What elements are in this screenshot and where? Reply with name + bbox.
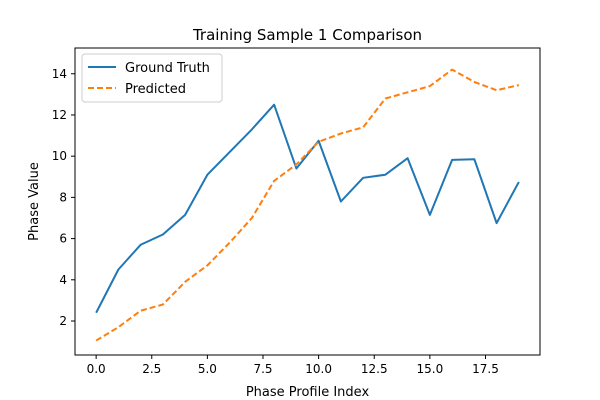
legend-label-ground-truth: Ground Truth	[125, 61, 210, 76]
data-point-ground-truth	[295, 168, 297, 170]
axes-frame	[74, 47, 541, 356]
legend-box	[81, 53, 223, 103]
x-tick-label: 12.5	[361, 362, 388, 376]
y-tick-label: 6	[59, 232, 67, 246]
data-point-ground-truth	[340, 201, 342, 203]
data-point-ground-truth	[206, 174, 208, 176]
y-axis-label: Phase Value	[27, 162, 42, 241]
x-tick-label: 10.0	[305, 362, 332, 376]
x-axis-label: Phase Profile Index	[246, 385, 370, 400]
y-tick-label: 10	[52, 149, 67, 163]
y-tick-label: 2	[59, 314, 67, 328]
data-point-predicted	[95, 340, 97, 342]
y-tick-label: 14	[52, 67, 67, 81]
data-point-ground-truth	[362, 177, 364, 179]
data-point-predicted	[206, 264, 208, 266]
x-axis-ticks: 0.0 2.5 5.0 7.5 10.0 12.5 15.0 17.5	[87, 355, 499, 376]
y-axis-ticks: 2 4 6 8 10 12 14	[52, 67, 75, 328]
data-point-predicted	[117, 326, 119, 328]
data-point-predicted	[407, 91, 409, 93]
data-point-predicted	[340, 133, 342, 135]
x-tick-label: 5.0	[198, 362, 217, 376]
data-point-ground-truth	[518, 181, 520, 183]
series-layer	[95, 68, 520, 342]
data-point-predicted	[473, 81, 475, 83]
data-point-predicted	[518, 84, 520, 86]
data-point-ground-truth	[473, 158, 475, 160]
data-point-ground-truth	[184, 214, 186, 216]
data-point-ground-truth	[229, 151, 231, 153]
data-point-ground-truth	[384, 174, 386, 176]
x-tick-label: 17.5	[472, 362, 499, 376]
data-point-ground-truth	[407, 157, 409, 159]
data-point-predicted	[496, 89, 498, 91]
data-point-ground-truth	[429, 214, 431, 216]
data-point-ground-truth	[117, 268, 119, 270]
data-point-ground-truth	[496, 222, 498, 224]
data-point-predicted	[429, 85, 431, 87]
x-tick-label: 7.5	[253, 362, 272, 376]
data-point-predicted	[295, 163, 297, 165]
data-point-predicted	[318, 141, 320, 143]
data-point-ground-truth	[95, 312, 97, 314]
y-tick-label: 12	[52, 108, 67, 122]
x-tick-label: 15.0	[417, 362, 444, 376]
y-tick-label: 4	[59, 273, 67, 287]
series-line-predicted	[95, 68, 520, 342]
data-point-predicted	[251, 217, 253, 219]
data-point-predicted	[273, 180, 275, 182]
x-tick-label: 2.5	[142, 362, 161, 376]
data-point-predicted	[451, 69, 453, 71]
series-line-ground-truth	[95, 103, 520, 314]
data-point-predicted	[384, 97, 386, 99]
data-point-predicted	[184, 281, 186, 283]
data-point-ground-truth	[451, 159, 453, 161]
data-point-predicted	[162, 304, 164, 306]
data-point-ground-truth	[162, 233, 164, 235]
legend: Ground Truth Predicted	[81, 53, 223, 103]
data-point-ground-truth	[251, 128, 253, 130]
chart-title: Training Sample 1 Comparison	[192, 26, 422, 44]
x-tick-label: 0.0	[87, 362, 106, 376]
y-tick-label: 8	[59, 190, 67, 204]
legend-label-predicted: Predicted	[125, 82, 186, 97]
data-point-ground-truth	[140, 244, 142, 246]
data-point-predicted	[362, 126, 364, 128]
data-point-ground-truth	[273, 104, 275, 106]
data-point-predicted	[140, 310, 142, 312]
data-point-predicted	[229, 242, 231, 244]
